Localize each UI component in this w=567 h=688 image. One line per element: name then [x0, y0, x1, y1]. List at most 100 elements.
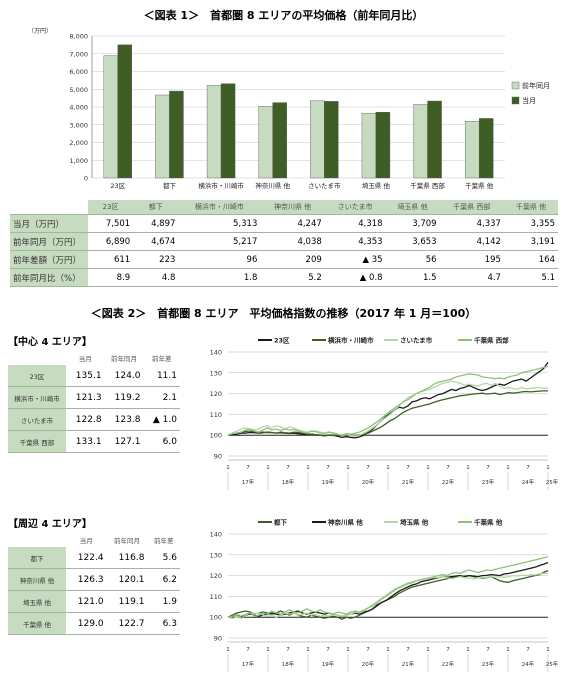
x-year-label: 20年 [362, 478, 375, 486]
header-cell: 当月 [66, 532, 107, 547]
cell: 121.3 [66, 386, 105, 409]
y-tick-label: 90 [214, 453, 222, 461]
x-month-tick: 1 [306, 647, 310, 653]
cell: 164 [503, 250, 558, 269]
x-month-tick: 1 [386, 647, 390, 653]
cell: 3,191 [503, 232, 558, 251]
header-cell: 千葉県 西部 [439, 200, 504, 215]
x-month-tick: 7 [406, 465, 410, 471]
series-line [227, 561, 549, 618]
legend-swatch [511, 81, 520, 90]
cell: 5,313 [178, 214, 261, 233]
bar-current [324, 101, 339, 179]
series-line [227, 572, 548, 619]
figure2-title: ＜図表 2＞ 首都圏 8 エリア 平均価格指数の推移（2017 年 1 月＝10… [90, 307, 477, 320]
x-month-tick: 1 [386, 465, 390, 471]
cell: 122.7 [106, 612, 148, 635]
row-label: 23区 [8, 365, 66, 387]
x-year-label: 20年 [362, 660, 375, 668]
row-label: 前年差額（万円） [10, 250, 88, 269]
table-row: 前年同月比（%） 8.9 4.8 1.8 5.2 ▲ 0.8 1.5 4.7 5… [10, 268, 558, 287]
cell: 6,890 [88, 232, 134, 251]
x-month-tick: 1 [226, 647, 230, 653]
header-cell: 23区 [88, 200, 134, 215]
row-label: 前年同月比（%） [10, 268, 88, 287]
table-row: 千葉県 他 129.0 122.7 6.3 [8, 612, 180, 635]
cell: 6.0 [143, 430, 180, 453]
x-month-tick: 1 [546, 647, 550, 653]
x-year-label: 17年 [242, 478, 255, 486]
bar-current [272, 102, 287, 179]
header-cell: 当月 [66, 350, 105, 365]
row-label: 当月（万円） [10, 214, 88, 233]
bar-prior-year [464, 121, 480, 179]
x-year-label: 18年 [282, 478, 295, 486]
legend-label: 神奈川県 他 [328, 518, 363, 527]
x-month-tick: 7 [446, 647, 450, 653]
cell: 1.8 [178, 268, 261, 287]
x-year-label: 19年 [322, 478, 335, 486]
x-month-tick: 7 [366, 647, 370, 653]
x-year-label: 18年 [282, 660, 295, 668]
cell: 116.8 [106, 547, 148, 569]
y-tick-label: 110 [210, 411, 222, 419]
bar-current [169, 90, 184, 179]
series-line [227, 556, 549, 619]
cell: 209 [260, 250, 325, 269]
cell: 122.8 [66, 408, 105, 431]
cell: 3,709 [385, 214, 440, 233]
header-cell: 横浜市・川崎市 [178, 200, 261, 215]
cell: 4,038 [260, 232, 325, 251]
series-line [227, 390, 548, 437]
x-month-tick: 7 [366, 465, 370, 471]
cell: 4,897 [133, 214, 179, 233]
table-row: 前年差額（万円） 611 223 96 209 ▲ 35 56 195 164 [10, 250, 558, 269]
cell: 122.4 [66, 547, 107, 569]
legend-label: 横浜市・川崎市 [328, 336, 374, 345]
periphery-index-chart: 90 100 110 120 130 140 都下 神奈川県 他 埼玉県 他 千葉県 他 1 7 1 7 1… [210, 518, 559, 672]
cell: 121.0 [66, 590, 107, 613]
periphery-table-header: 当月 前年同月 前年差 [8, 532, 180, 547]
x-month-tick: 1 [466, 465, 470, 471]
x-year-label: 19年 [322, 660, 335, 668]
cell: 4,142 [439, 232, 504, 251]
y-tick-label: 110 [210, 593, 222, 601]
cell: 4,318 [324, 214, 386, 233]
center-areas-title: 【中心 4 エリア】 [8, 337, 92, 348]
y-tick-label: 8,000 [69, 33, 88, 41]
cell: 5.1 [503, 268, 558, 287]
bar-prior-year [258, 106, 273, 179]
cell: 119.2 [104, 386, 144, 409]
legend-label: 千葉県 西部 [474, 336, 509, 345]
figure1-title: ＜図表 1＞ 首都圏 8 エリアの平均価格（前年同月比） [143, 9, 424, 22]
cell: 195 [439, 250, 504, 269]
x-month-tick: 7 [286, 465, 290, 471]
x-year-label: 22年 [442, 660, 455, 668]
header-empty [8, 532, 66, 547]
x-tick-label: 神奈川県 他 [255, 181, 290, 190]
cell: 4.7 [439, 268, 504, 287]
cell: 129.0 [66, 612, 107, 635]
center-index-table: 当月 前年同月 前年差 23区 135.1 124.0 11.1 横浜市・川崎市… [8, 350, 180, 453]
y-tick-label: 90 [214, 635, 222, 643]
table-row: さいたま市 122.8 123.8 ▲ 1.0 [8, 408, 180, 431]
cell: 5.2 [260, 268, 325, 287]
series-line [227, 380, 549, 437]
x-year-label: 23年 [482, 660, 495, 668]
cell: ▲ 35 [324, 250, 386, 269]
x-month-tick: 7 [526, 647, 530, 653]
header-empty [8, 350, 66, 365]
bar-prior-year [310, 100, 325, 179]
cell: 119.1 [106, 590, 148, 613]
legend-label: 埼玉県 他 [400, 518, 429, 527]
cell: 5.6 [147, 547, 180, 569]
cell: ▲ 1.0 [143, 408, 180, 431]
bar-prior-year [206, 85, 222, 179]
table-row: 横浜市・川崎市 121.3 119.2 2.1 [8, 386, 180, 409]
x-year-label: 23年 [482, 478, 495, 486]
header-cell: さいたま市 [324, 200, 386, 215]
x-month-tick: 7 [326, 647, 330, 653]
cell: 4.8 [133, 268, 179, 287]
cell: 1.9 [147, 590, 180, 613]
y-tick-label: 5,000 [69, 86, 88, 94]
